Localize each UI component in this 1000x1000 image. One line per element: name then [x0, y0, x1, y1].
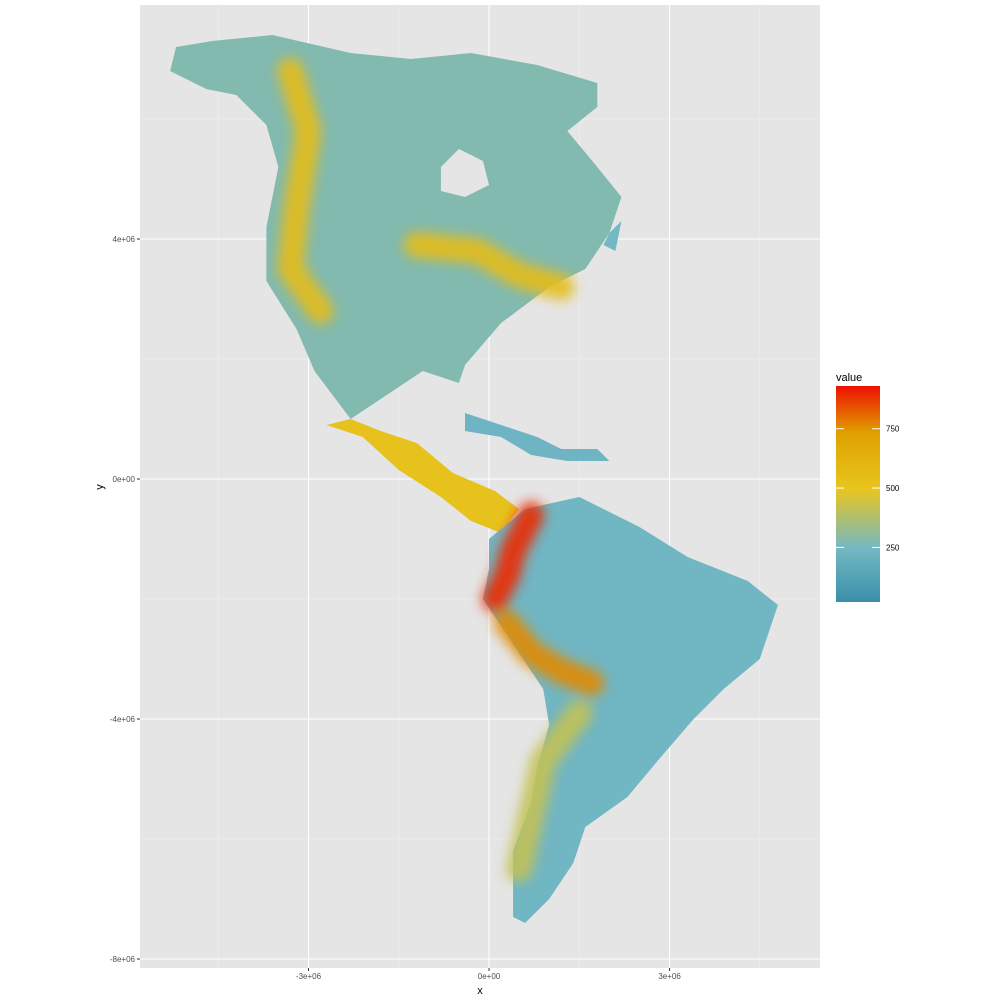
legend-title: value — [836, 372, 862, 384]
y-tick-label: 0e+00 — [113, 475, 136, 484]
legend-label: 250 — [886, 543, 900, 552]
y-axis: 4e+06 0e+00 -4e+06 -8e+06 — [110, 235, 140, 964]
legend-label: 750 — [886, 425, 900, 434]
x-axis: -3e+06 0e+00 3e+06 — [296, 968, 681, 981]
x-tick-label: 0e+00 — [478, 972, 501, 981]
y-tick-label: -8e+06 — [110, 955, 136, 964]
legend-colorbar — [836, 386, 880, 602]
x-tick-label: -3e+06 — [296, 972, 322, 981]
legend-label: 500 — [886, 484, 900, 493]
x-axis-title: x — [477, 985, 483, 997]
y-tick-label: 4e+06 — [113, 235, 136, 244]
y-axis-title: y — [94, 484, 106, 490]
x-tick-label: 3e+06 — [658, 972, 681, 981]
legend: value 750 500 250 — [836, 372, 900, 602]
y-tick-label: -4e+06 — [110, 715, 136, 724]
